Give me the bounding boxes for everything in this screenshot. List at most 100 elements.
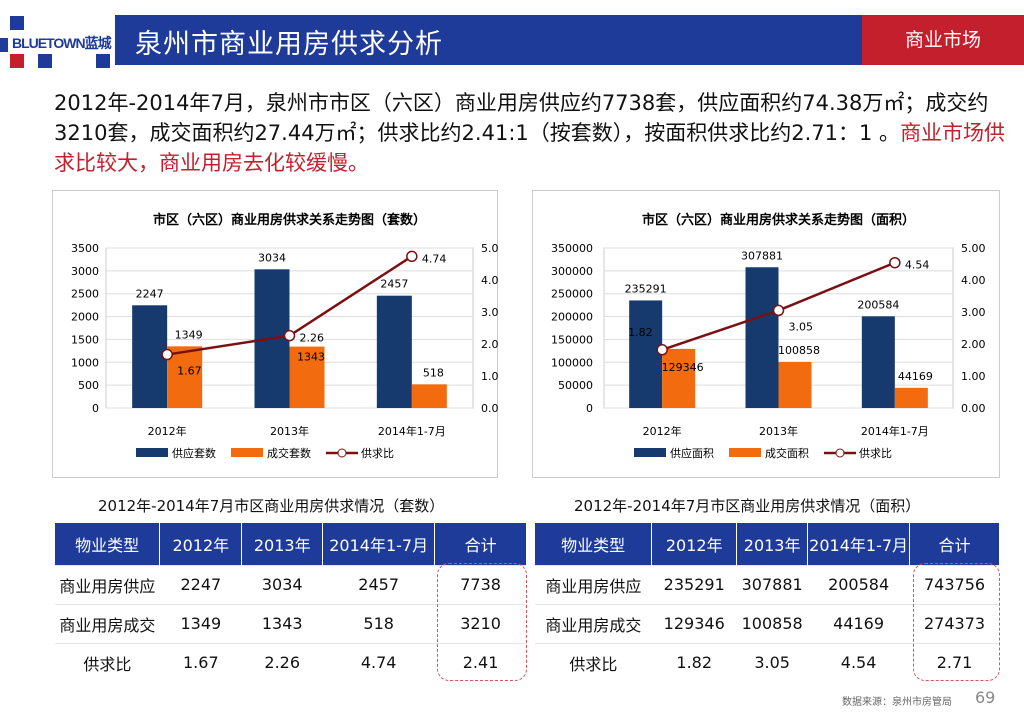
ratio-point	[283, 329, 296, 342]
legend-label: 成交面积	[765, 446, 809, 460]
table-row: 商业用房成交 129346 100858 44169 274373	[535, 603, 1000, 643]
table-row: 供求比 1.82 3.05 4.54 2.71	[535, 642, 1000, 682]
chart-title: 市区（六区）商业用房供求关系走势图（套数）	[153, 212, 426, 228]
deal-data-label: 100858	[778, 344, 820, 357]
y2-tick-label: 4.00	[481, 274, 499, 287]
chart-panel-units: 市区（六区）商业用房供求关系走势图（套数） 0 500 1000 1500 2000 250…	[52, 190, 506, 478]
supply-data-label: 2457	[380, 278, 408, 291]
supply-data-label: 307881	[741, 249, 783, 262]
ratio-point	[772, 304, 785, 317]
table-cell: 2.26	[241, 642, 323, 682]
column-header: 2012年	[651, 523, 738, 565]
table-cell: 7738	[434, 564, 527, 604]
chart-panel-area: 市区（六区）商业用房供求关系走势图（面积） 0 50000 100000 150000 2…	[532, 190, 1000, 478]
total-highlight-area	[913, 563, 1000, 681]
column-header: 物业类型	[535, 523, 653, 565]
column-header: 物业类型	[55, 523, 161, 565]
supply-bar	[861, 316, 895, 408]
y-tick-label: 1000	[71, 356, 99, 369]
y2-tick-label: 5.00	[481, 242, 499, 255]
logo: BLUETOWN蓝城	[0, 10, 112, 72]
y2-tick-label: 3.00	[961, 306, 986, 319]
ratio-data-label: 1.82	[628, 326, 653, 339]
summary-main: 2012年-2014年7月，泉州市市区（六区）商业用房供应约7738套，供应面积…	[54, 91, 989, 145]
x-tick-label: 2012年	[148, 424, 187, 438]
y2-tick-label: 0.00	[481, 402, 499, 415]
table-cell: 商业用房成交	[55, 603, 160, 643]
y2-tick-label: 1.00	[961, 370, 986, 383]
y-tick-label: 500	[78, 379, 99, 392]
column-header: 合计	[909, 523, 1000, 565]
deal-data-label: 44169	[898, 370, 933, 383]
table-cell: 274373	[909, 603, 1000, 643]
y-tick-label: 2000	[71, 311, 99, 324]
table-cell: 2457	[322, 564, 435, 604]
column-header: 2014年1-7月	[807, 523, 911, 565]
supply-bar	[132, 305, 168, 408]
ratio-point	[656, 344, 668, 356]
deal-bar	[894, 387, 928, 408]
legend-swatch-deal	[231, 448, 263, 457]
ratio-point	[161, 348, 173, 361]
column-header: 2013年	[241, 523, 324, 565]
table-row: 商业用房成交 1349 1343 518 3210	[55, 603, 527, 643]
y-tick-label: 3000	[71, 265, 99, 278]
table-cell: 商业用房供应	[55, 564, 160, 604]
table-cell: 1.67	[159, 642, 242, 682]
deal-bar	[167, 346, 203, 408]
deal-data-label: 1349	[175, 328, 203, 341]
legend-swatch-supply	[136, 448, 168, 457]
supply-bar	[629, 300, 663, 408]
supply-bar	[376, 295, 412, 408]
ratio-data-label: 4.74	[422, 252, 447, 265]
table-cell: 235291	[651, 564, 737, 604]
column-header: 2014年1-7月	[322, 523, 436, 565]
legend-label: 成交套数	[267, 446, 311, 460]
table-cell: 3210	[434, 603, 527, 643]
y-tick-label: 0	[586, 402, 593, 415]
table-cell: 307881	[736, 564, 808, 604]
supply-bar	[745, 267, 779, 408]
page-title: 泉州市商业用房供求分析	[135, 29, 443, 60]
supply-data-label: 235291	[625, 282, 667, 295]
supply-data-label: 2247	[136, 287, 164, 300]
table-area: 物业类型 2012年 2013年 2014年1-7月 合计 商业用房供应 235291 307…	[535, 523, 1000, 682]
table-cell: 100858	[736, 603, 808, 643]
chart-units: 市区（六区）商业用房供求关系走势图（套数） 0 500 1000 1500 2000 250…	[71, 212, 506, 460]
supply-data-label: 3034	[258, 251, 286, 264]
deal-data-label: 518	[423, 366, 444, 379]
table-cell: 2247	[159, 564, 242, 604]
chart-area: 市区（六区）商业用房供求关系走势图（面积） 0 50000 100000 150000 2…	[551, 212, 986, 460]
deal-bar	[778, 361, 812, 408]
ratio-point	[889, 256, 901, 269]
table-cell: 1349	[159, 603, 242, 643]
section-label: 商业市场	[862, 15, 1024, 65]
table-cell: 商业用房成交	[535, 603, 652, 643]
column-header: 合计	[434, 523, 527, 565]
column-header: 2013年	[736, 523, 809, 565]
table-cell: 1.82	[651, 642, 737, 682]
y-tick-label: 300000	[551, 265, 593, 278]
y-tick-label: 3500	[71, 242, 99, 255]
deal-bar	[289, 346, 325, 408]
y-tick-label: 250000	[551, 288, 593, 301]
table-cell: 44169	[807, 603, 910, 643]
x-tick-label: 2013年	[270, 424, 309, 438]
deal-bar	[662, 348, 696, 408]
header-band	[112, 15, 862, 65]
page-number: 69	[975, 688, 996, 707]
y-tick-label: 1500	[71, 333, 99, 346]
y-tick-label: 2500	[71, 288, 99, 301]
y-tick-label: 50000	[558, 379, 593, 392]
y-tick-label: 100000	[551, 356, 593, 369]
x-tick-label: 2012年	[643, 424, 682, 438]
chart-title: 市区（六区）商业用房供求关系走势图（面积）	[642, 212, 915, 228]
supply-data-label: 200584	[857, 298, 899, 311]
column-header: 2012年	[159, 523, 243, 565]
table-cell: 200584	[807, 564, 910, 604]
table-cell: 743756	[909, 564, 1000, 604]
ratio-data-label: 4.54	[905, 259, 930, 272]
table-title-area: 2012年-2014年7月市区商业用房供求情况（面积）	[574, 497, 921, 515]
table-title-units: 2012年-2014年7月市区商业用房供求情况（套数）	[98, 497, 445, 515]
legend-label: 供求比	[859, 446, 892, 460]
